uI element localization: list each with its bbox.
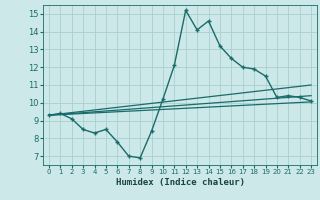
X-axis label: Humidex (Indice chaleur): Humidex (Indice chaleur) [116, 178, 244, 187]
